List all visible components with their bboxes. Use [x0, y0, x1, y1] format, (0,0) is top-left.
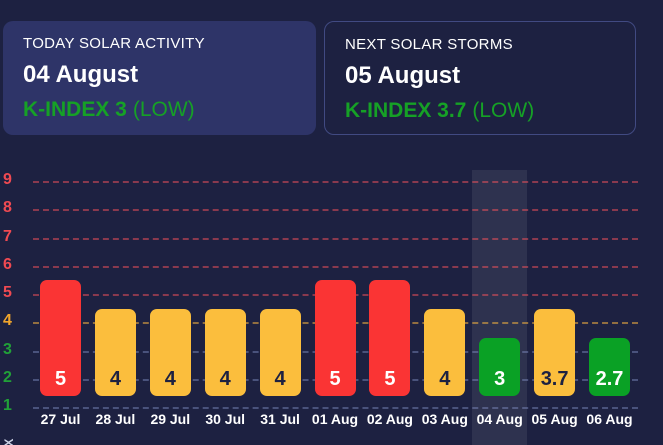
ytick-4: 4: [3, 312, 12, 330]
bar-28-jul[interactable]: 4: [94, 309, 136, 396]
next-card-date: 05 August: [345, 62, 461, 89]
bar-value-02-aug: 5: [384, 368, 396, 390]
next-kindex-value: K-INDEX 3.7: [345, 99, 467, 122]
xaxis-label-29-jul: 29 Jul: [150, 411, 191, 427]
ytick-3: 3: [3, 340, 12, 358]
bar-value-27-jul: 5: [54, 368, 67, 390]
bar-value-31-jul: 4: [274, 368, 286, 390]
xaxis-label-05-aug: 05 Aug: [531, 411, 578, 427]
ytick-9: 9: [3, 171, 12, 188]
bar-value-28-jul: 4: [109, 368, 121, 390]
bar-27-jul[interactable]: 5: [40, 280, 81, 396]
next-kindex-status: (LOW): [472, 99, 535, 122]
today-card-kindex: K-INDEX 3 (LOW): [23, 98, 296, 122]
yaxis-title: K-INDEX: [2, 437, 16, 445]
today-card-date: 04 August: [23, 61, 139, 88]
bar-03-aug[interactable]: 4: [424, 309, 466, 396]
bar-value-03-aug: 4: [439, 368, 451, 390]
gridline-7: [33, 237, 638, 240]
xaxis-label-30-jul: 30 Jul: [205, 411, 246, 427]
bar-31-jul[interactable]: 4: [259, 309, 301, 396]
xaxis-label-27-jul: 27 Jul: [40, 411, 81, 427]
bar-value-30-jul: 4: [219, 368, 231, 390]
today-solar-activity-card: TODAY SOLAR ACTIVITY 04 August K-INDEX 3…: [3, 21, 316, 135]
ytick-6: 6: [3, 255, 12, 273]
next-solar-storms-card: NEXT SOLAR STORMS 05 August K-INDEX 3.7(…: [324, 21, 636, 135]
ytick-5: 5: [3, 284, 12, 301]
bar-06-aug[interactable]: 2.7: [589, 338, 630, 396]
ytick-1: 1: [3, 397, 12, 414]
gridline-1: [33, 407, 638, 409]
bar-value-01-aug: 5: [329, 368, 341, 390]
bar-value-29-jul: 4: [164, 368, 176, 390]
bar-30-jul[interactable]: 4: [204, 309, 246, 396]
today-kindex-status: (LOW): [132, 98, 195, 121]
xaxis-label-04-aug: 04 Aug: [476, 411, 523, 427]
bar-01-aug[interactable]: 5: [314, 280, 356, 396]
today-card-title: TODAY SOLAR ACTIVITY: [23, 35, 205, 52]
selected-day-highlight: [472, 170, 528, 445]
xaxis-label-02-aug: 02 Aug: [366, 411, 413, 427]
bar-value-05-aug: 3.7: [540, 368, 569, 390]
gridline-9: [33, 181, 638, 183]
ytick-2: 2: [3, 368, 12, 386]
ytick-7: 7: [3, 227, 12, 245]
ytick-8: 8: [3, 199, 12, 217]
bar-05-aug[interactable]: 3.7: [534, 309, 576, 396]
bar-04-aug[interactable]: 3: [479, 338, 521, 396]
xaxis-label-28-jul: 28 Jul: [95, 411, 136, 427]
bar-29-jul[interactable]: 4: [149, 309, 191, 396]
xaxis-label-03-aug: 03 Aug: [421, 411, 468, 427]
xaxis-label-06-aug: 06 Aug: [586, 411, 633, 427]
next-card-kindex: K-INDEX 3.7 (LOW): [345, 99, 615, 123]
bar-value-06-aug: 2.7: [595, 368, 624, 390]
bar-02-aug[interactable]: 5: [369, 280, 411, 396]
next-card-title: NEXT SOLAR STORMS: [345, 36, 513, 53]
today-kindex-value: K-INDEX 3: [23, 98, 127, 121]
bar-value-04-aug: 3: [494, 368, 506, 390]
gridline-6: [33, 265, 638, 268]
xaxis-label-31-jul: 31 Jul: [260, 411, 300, 427]
gridline-8: [33, 209, 638, 212]
xaxis-label-01-aug: 01 Aug: [311, 411, 359, 427]
